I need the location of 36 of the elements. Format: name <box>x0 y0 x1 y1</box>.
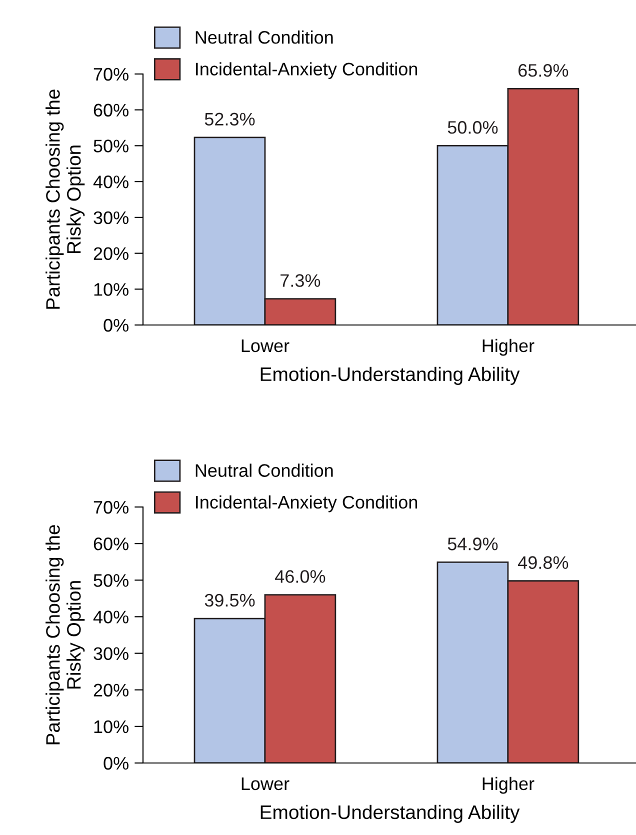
legend-label: Neutral Condition <box>196 464 333 477</box>
y-tick-label: 20% <box>94 684 128 697</box>
legend-label: Incidental-Anxiety Condition <box>196 62 418 80</box>
data-label: 52.3% <box>204 112 255 126</box>
data-label: 46.0% <box>275 570 326 583</box>
y-tick-label: 0% <box>104 756 128 770</box>
y-tick-label: 10% <box>94 720 128 734</box>
y-axis-title: Participants Choosing the Risky Option <box>46 90 85 309</box>
y-tick-label: 30% <box>94 647 128 660</box>
y-tick-label: 20% <box>94 247 128 260</box>
y-tick-label: 60% <box>94 538 128 550</box>
x-axis-title: Emotion-Understanding Ability <box>260 366 520 385</box>
y-tick-label: 70% <box>94 68 128 81</box>
y-tick-label: 50% <box>94 140 128 152</box>
y-tick-label: 30% <box>94 211 128 224</box>
data-label: 39.5% <box>204 594 255 607</box>
y-tick-label: 0% <box>104 318 128 332</box>
y-tick-label: 40% <box>93 176 128 188</box>
data-label: 54.9% <box>448 538 498 550</box>
y-tick-label: 10% <box>94 283 128 296</box>
x-tick-label: Lower <box>242 340 290 352</box>
x-tick-label: Higher <box>482 338 534 356</box>
data-label: 65.9% <box>518 64 568 77</box>
legend-label: Incidental-Anxiety Condition <box>196 495 418 512</box>
legend-label: Neutral Condition <box>196 30 333 44</box>
x-tick-label: Lower <box>242 778 290 790</box>
data-label: 49.8% <box>518 556 568 569</box>
y-tick-label: 60% <box>94 104 128 117</box>
y-axis-title: Participants Choosing the Risky Option <box>46 525 85 744</box>
x-tick-label: Higher <box>482 776 534 794</box>
x-axis-title: Emotion-Understanding Ability <box>260 804 520 823</box>
y-tick-label: 70% <box>94 500 128 514</box>
data-label: 7.3% <box>280 274 320 287</box>
y-tick-label: 50% <box>94 574 128 587</box>
data-label: 50.0% <box>448 121 498 134</box>
y-tick-label: 40% <box>93 610 128 624</box>
